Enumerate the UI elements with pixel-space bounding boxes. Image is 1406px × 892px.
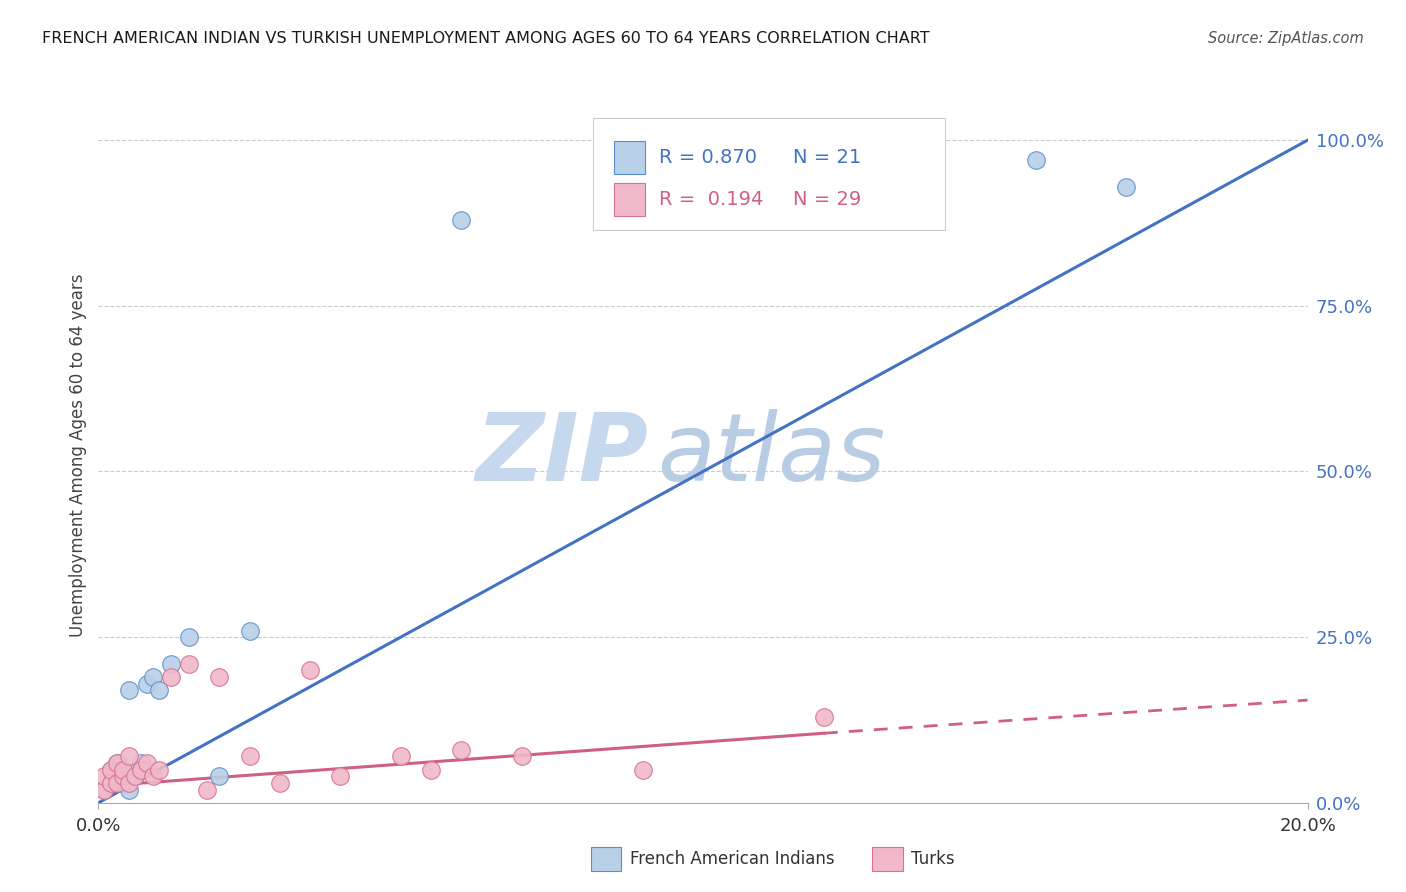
Point — [420, 763, 443, 777]
Point — [105, 756, 128, 770]
Point — [93, 782, 115, 797]
Point — [118, 749, 141, 764]
Point — [160, 657, 183, 671]
Point — [124, 769, 146, 783]
Point — [179, 657, 201, 671]
Point — [129, 756, 152, 770]
Point — [148, 683, 170, 698]
Point — [93, 782, 115, 797]
Text: Source: ZipAtlas.com: Source: ZipAtlas.com — [1208, 31, 1364, 46]
Point — [142, 670, 165, 684]
Text: R =  0.194: R = 0.194 — [659, 190, 763, 209]
Point — [1024, 153, 1046, 167]
Point — [105, 776, 128, 790]
Point — [111, 763, 134, 777]
Point — [100, 776, 122, 790]
Point — [450, 212, 472, 227]
Point — [208, 670, 231, 684]
Text: Turks: Turks — [911, 850, 955, 868]
Point — [93, 769, 115, 783]
Point — [142, 769, 165, 783]
Point — [450, 743, 472, 757]
Text: N = 21: N = 21 — [793, 148, 860, 167]
Point — [269, 776, 291, 790]
Point — [299, 663, 322, 677]
Point — [100, 763, 122, 777]
Text: French American Indians: French American Indians — [630, 850, 835, 868]
Point — [105, 769, 128, 783]
Text: R = 0.870: R = 0.870 — [659, 148, 758, 167]
Point — [389, 749, 412, 764]
Point — [111, 763, 134, 777]
Point — [239, 749, 262, 764]
Point — [100, 776, 122, 790]
Text: N = 29: N = 29 — [793, 190, 860, 209]
Point — [135, 676, 157, 690]
Point — [179, 630, 201, 644]
Point — [129, 763, 152, 777]
Text: FRENCH AMERICAN INDIAN VS TURKISH UNEMPLOYMENT AMONG AGES 60 TO 64 YEARS CORRELA: FRENCH AMERICAN INDIAN VS TURKISH UNEMPL… — [42, 31, 929, 46]
Point — [135, 756, 157, 770]
Point — [111, 769, 134, 783]
Point — [118, 683, 141, 698]
Point — [148, 763, 170, 777]
Point — [118, 782, 141, 797]
Text: atlas: atlas — [657, 409, 886, 500]
Point — [813, 709, 835, 723]
Point — [208, 769, 231, 783]
Point — [100, 763, 122, 777]
Y-axis label: Unemployment Among Ages 60 to 64 years: Unemployment Among Ages 60 to 64 years — [69, 273, 87, 637]
Point — [111, 776, 134, 790]
Point — [105, 756, 128, 770]
Point — [160, 670, 183, 684]
Point — [124, 769, 146, 783]
Point — [329, 769, 352, 783]
Point — [239, 624, 262, 638]
Point — [118, 776, 141, 790]
Point — [510, 749, 533, 764]
Text: ZIP: ZIP — [475, 409, 648, 501]
Point — [631, 763, 654, 777]
Point — [1115, 179, 1137, 194]
Point — [195, 782, 218, 797]
